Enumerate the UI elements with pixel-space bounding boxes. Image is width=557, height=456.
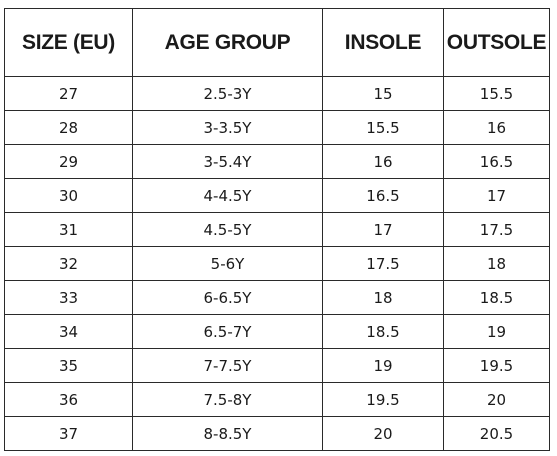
cell-size: 31 [4, 212, 133, 247]
cell-outsole: 17 [443, 178, 550, 213]
cell-insole: 18.5 [322, 314, 444, 349]
cell-insole: 19 [322, 348, 444, 383]
header-row: SIZE (EU) AGE GROUP INSOLE OUTSOLE [4, 8, 550, 77]
table-row: 29 3-5.4Y 16 16.5 [4, 144, 550, 179]
cell-outsole: 15.5 [443, 76, 550, 111]
cell-size: 36 [4, 382, 133, 417]
table-row: 32 5-6Y 17.5 18 [4, 246, 550, 281]
table-row: 27 2.5-3Y 15 15.5 [4, 76, 550, 111]
cell-insole: 19.5 [322, 382, 444, 417]
header-size-eu: SIZE (EU) [4, 8, 133, 77]
cell-size: 37 [4, 416, 133, 451]
cell-insole: 17.5 [322, 246, 444, 281]
cell-outsole: 20 [443, 382, 550, 417]
table-row: 31 4.5-5Y 17 17.5 [4, 212, 550, 247]
table-row: 28 3-3.5Y 15.5 16 [4, 110, 550, 145]
cell-outsole: 16.5 [443, 144, 550, 179]
cell-age-group: 7-7.5Y [132, 348, 323, 383]
cell-age-group: 5-6Y [132, 246, 323, 281]
cell-outsole: 20.5 [443, 416, 550, 451]
cell-outsole: 19.5 [443, 348, 550, 383]
cell-outsole: 18 [443, 246, 550, 281]
table-row: 35 7-7.5Y 19 19.5 [4, 348, 550, 383]
cell-age-group: 6.5-7Y [132, 314, 323, 349]
cell-age-group: 3-3.5Y [132, 110, 323, 145]
header-insole: INSOLE [322, 8, 444, 77]
cell-age-group: 4.5-5Y [132, 212, 323, 247]
cell-age-group: 6-6.5Y [132, 280, 323, 315]
cell-size: 34 [4, 314, 133, 349]
table-row: 30 4-4.5Y 16.5 17 [4, 178, 550, 213]
cell-size: 35 [4, 348, 133, 383]
cell-size: 28 [4, 110, 133, 145]
table-row: 33 6-6.5Y 18 18.5 [4, 280, 550, 315]
table-row: 36 7.5-8Y 19.5 20 [4, 382, 550, 417]
table-row: 34 6.5-7Y 18.5 19 [4, 314, 550, 349]
cell-size: 27 [4, 76, 133, 111]
table-row: 37 8-8.5Y 20 20.5 [4, 416, 550, 451]
cell-age-group: 4-4.5Y [132, 178, 323, 213]
cell-age-group: 8-8.5Y [132, 416, 323, 451]
size-chart-table: SIZE (EU) AGE GROUP INSOLE OUTSOLE 27 2.… [4, 8, 550, 451]
header-age-group: AGE GROUP [132, 8, 323, 77]
cell-age-group: 7.5-8Y [132, 382, 323, 417]
cell-insole: 16 [322, 144, 444, 179]
cell-insole: 15 [322, 76, 444, 111]
header-outsole: OUTSOLE [443, 8, 550, 77]
cell-size: 33 [4, 280, 133, 315]
cell-outsole: 18.5 [443, 280, 550, 315]
table-header: SIZE (EU) AGE GROUP INSOLE OUTSOLE [4, 8, 550, 77]
cell-age-group: 3-5.4Y [132, 144, 323, 179]
cell-insole: 20 [322, 416, 444, 451]
cell-size: 29 [4, 144, 133, 179]
cell-insole: 18 [322, 280, 444, 315]
cell-size: 30 [4, 178, 133, 213]
cell-insole: 15.5 [322, 110, 444, 145]
cell-age-group: 2.5-3Y [132, 76, 323, 111]
cell-insole: 16.5 [322, 178, 444, 213]
cell-outsole: 17.5 [443, 212, 550, 247]
cell-outsole: 19 [443, 314, 550, 349]
cell-size: 32 [4, 246, 133, 281]
table-body: 27 2.5-3Y 15 15.5 28 3-3.5Y 15.5 16 29 3… [4, 76, 550, 451]
cell-outsole: 16 [443, 110, 550, 145]
cell-insole: 17 [322, 212, 444, 247]
